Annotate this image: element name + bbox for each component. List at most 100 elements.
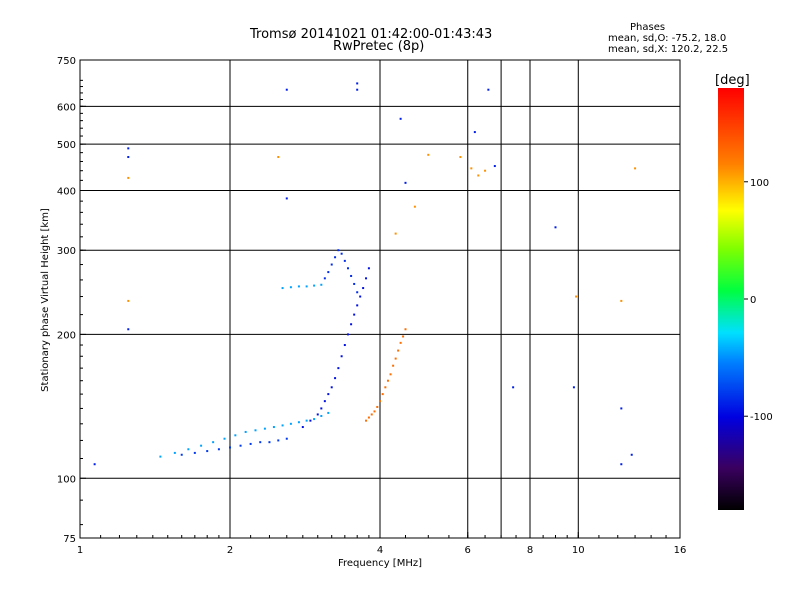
data-point: [359, 295, 362, 298]
y-tick-label: 200: [57, 330, 76, 341]
colorbar: [718, 88, 744, 510]
data-point: [159, 455, 162, 458]
data-point: [386, 379, 389, 382]
data-point: [309, 419, 312, 422]
data-point: [93, 463, 96, 466]
data-point: [127, 299, 130, 302]
data-point: [320, 414, 323, 417]
data-point: [301, 426, 304, 429]
data-point: [263, 427, 266, 430]
data-point: [323, 277, 326, 280]
data-point: [285, 197, 288, 200]
data-point: [127, 176, 130, 179]
data-point: [234, 434, 237, 437]
x-axis-label: Frequency [MHz]: [338, 558, 422, 569]
data-point: [459, 156, 462, 159]
data-point: [244, 430, 247, 433]
data-point: [212, 441, 215, 444]
data-point: [277, 156, 280, 159]
data-point: [249, 442, 252, 445]
data-point: [346, 267, 349, 270]
phases-title: Phases: [630, 22, 666, 33]
data-point: [493, 165, 496, 168]
data-point: [313, 284, 316, 287]
data-point: [173, 451, 176, 454]
data-point: [323, 400, 326, 403]
data-point: [289, 286, 292, 289]
data-point: [634, 167, 637, 170]
phases-x-stats: mean, sd,X: 120.2, 22.5: [608, 44, 729, 55]
data-point: [362, 287, 365, 290]
data-point: [356, 291, 359, 294]
y-tick-label: 300: [57, 246, 76, 257]
data-point: [285, 437, 288, 440]
data-point: [402, 335, 405, 338]
data-point: [272, 426, 275, 429]
x-tick-label: 8: [527, 545, 533, 556]
data-point: [384, 386, 387, 389]
y-tick-label: 500: [57, 140, 76, 151]
data-point: [180, 453, 183, 456]
x-tick-label: 2: [227, 545, 233, 556]
data-point: [399, 117, 402, 120]
data-point: [320, 283, 323, 286]
data-point: [473, 131, 476, 134]
data-point: [620, 299, 623, 302]
data-point: [389, 373, 392, 376]
colorbar-label: [deg]: [715, 73, 750, 88]
data-point: [254, 429, 257, 432]
data-point: [127, 156, 130, 159]
data-point: [327, 393, 330, 396]
data-point: [350, 323, 353, 326]
x-tick-label: 6: [465, 545, 471, 556]
data-point: [370, 413, 373, 416]
data-point: [330, 263, 333, 266]
data-point: [487, 88, 490, 91]
data-point: [334, 256, 337, 259]
data-point: [223, 437, 226, 440]
data-point: [427, 153, 430, 156]
colorbar-tick-label: -100: [750, 412, 773, 423]
data-point: [316, 413, 319, 416]
data-point: [268, 441, 271, 444]
data-point: [320, 407, 323, 410]
data-point: [200, 444, 203, 447]
data-point: [575, 295, 578, 298]
data-points: [93, 82, 637, 466]
data-point: [343, 259, 346, 262]
data-point: [334, 377, 337, 380]
data-point: [297, 421, 300, 424]
data-point: [206, 450, 209, 453]
data-point: [127, 328, 130, 331]
data-point: [353, 282, 356, 285]
data-point: [399, 341, 402, 344]
data-point: [379, 400, 381, 403]
phases-o-stats: mean, sd,O: -75.2, 18.0: [608, 33, 727, 44]
data-point: [356, 304, 359, 307]
data-point: [350, 274, 353, 277]
data-point: [340, 252, 343, 255]
y-tick-label: 100: [57, 474, 76, 485]
y-axis-ticks: 75 100 200 300 400 500 600 750: [57, 56, 86, 545]
data-point: [620, 463, 623, 466]
data-point: [259, 441, 262, 444]
data-point: [554, 226, 557, 229]
chart-subtitle: RwPretec (8p): [333, 39, 425, 54]
data-point: [289, 422, 292, 425]
data-point: [404, 181, 407, 184]
gridlines: [80, 60, 680, 538]
data-point: [305, 285, 308, 288]
colorbar-ticks: 100 0 -100: [744, 178, 773, 423]
x-axis-ticks: 1 2 4 6 8 10 16: [77, 532, 686, 556]
data-point: [367, 416, 370, 419]
data-point: [239, 444, 242, 447]
colorbar-tick-label: 0: [750, 295, 756, 306]
x-tick-label: 4: [377, 545, 383, 556]
y-axis-label: Stationary phase Virtual Height [km]: [40, 208, 51, 392]
data-point: [413, 205, 416, 208]
data-point: [327, 411, 330, 414]
data-point: [340, 355, 343, 358]
data-point: [477, 174, 480, 177]
data-point: [187, 448, 190, 451]
